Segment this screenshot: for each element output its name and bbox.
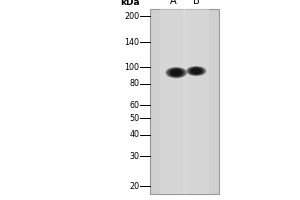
Text: 50: 50	[129, 114, 140, 123]
FancyBboxPatch shape	[160, 9, 186, 194]
Ellipse shape	[188, 67, 204, 75]
Text: B: B	[193, 0, 200, 6]
Text: 140: 140	[124, 38, 140, 47]
Text: 30: 30	[130, 152, 140, 161]
Ellipse shape	[172, 70, 181, 75]
Ellipse shape	[187, 67, 206, 76]
Text: 60: 60	[130, 101, 140, 110]
Text: 80: 80	[130, 79, 140, 88]
Ellipse shape	[169, 69, 183, 76]
FancyBboxPatch shape	[183, 9, 209, 194]
Ellipse shape	[190, 68, 203, 74]
Ellipse shape	[192, 69, 201, 73]
Text: 20: 20	[129, 182, 140, 191]
FancyBboxPatch shape	[150, 9, 219, 194]
Text: A: A	[169, 0, 176, 6]
Ellipse shape	[167, 68, 185, 77]
Text: 40: 40	[130, 130, 140, 139]
Text: 100: 100	[124, 63, 140, 72]
Text: kDa: kDa	[120, 0, 140, 7]
Ellipse shape	[166, 68, 187, 78]
Text: 200: 200	[124, 12, 140, 21]
